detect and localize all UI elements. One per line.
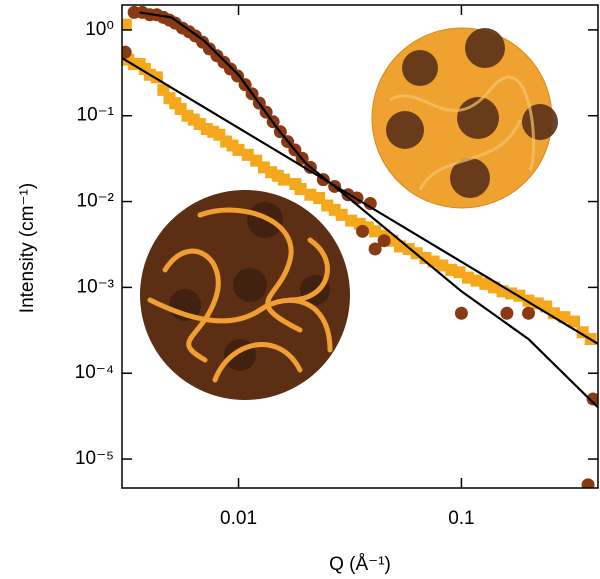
fit-line xyxy=(122,57,598,345)
y-axis-label: Intensity (cm⁻¹) xyxy=(17,183,38,313)
data-point xyxy=(335,208,348,221)
plot-frame xyxy=(121,4,599,489)
data-point xyxy=(368,242,382,256)
data-point xyxy=(522,306,536,320)
y-tick-label: 10⁰ xyxy=(85,19,114,40)
y-tick-label: 10⁻⁵ xyxy=(75,448,114,469)
data-point xyxy=(377,234,391,248)
data-point xyxy=(122,45,132,59)
data-point xyxy=(581,478,595,488)
data-point xyxy=(568,315,581,328)
data-point xyxy=(586,392,598,406)
data-point xyxy=(436,259,449,272)
data-point xyxy=(558,311,571,324)
y-tick-label: 10⁻⁴ xyxy=(75,362,114,383)
data-point xyxy=(363,196,377,210)
data-point xyxy=(250,154,263,167)
y-tick-label: 10⁻² xyxy=(77,191,115,212)
y-tick-label: 10⁻¹ xyxy=(77,105,115,126)
axes: 0.01 0.1 10⁰ 10⁻¹ 10⁻² 10⁻³ 10⁻⁴ 10⁻⁵ xyxy=(75,5,598,529)
data-point xyxy=(454,306,468,320)
x-axis-label: Q (Å⁻¹) xyxy=(329,554,391,575)
y-tick-label: 10⁻³ xyxy=(77,276,115,297)
illustration-dispersed xyxy=(140,190,350,400)
x-tick-label: 0.01 xyxy=(220,508,257,529)
data-point xyxy=(369,225,382,238)
x-tick-label: 0.1 xyxy=(448,508,474,529)
data-point xyxy=(232,143,245,156)
illustration-aggregated xyxy=(371,27,558,209)
data-point xyxy=(500,306,514,320)
fit-line xyxy=(139,11,598,409)
data-point xyxy=(427,255,440,268)
data-point xyxy=(356,224,370,238)
data-point xyxy=(278,173,291,186)
data-point xyxy=(122,18,132,31)
plot-area xyxy=(122,5,598,488)
data-point xyxy=(294,183,307,196)
